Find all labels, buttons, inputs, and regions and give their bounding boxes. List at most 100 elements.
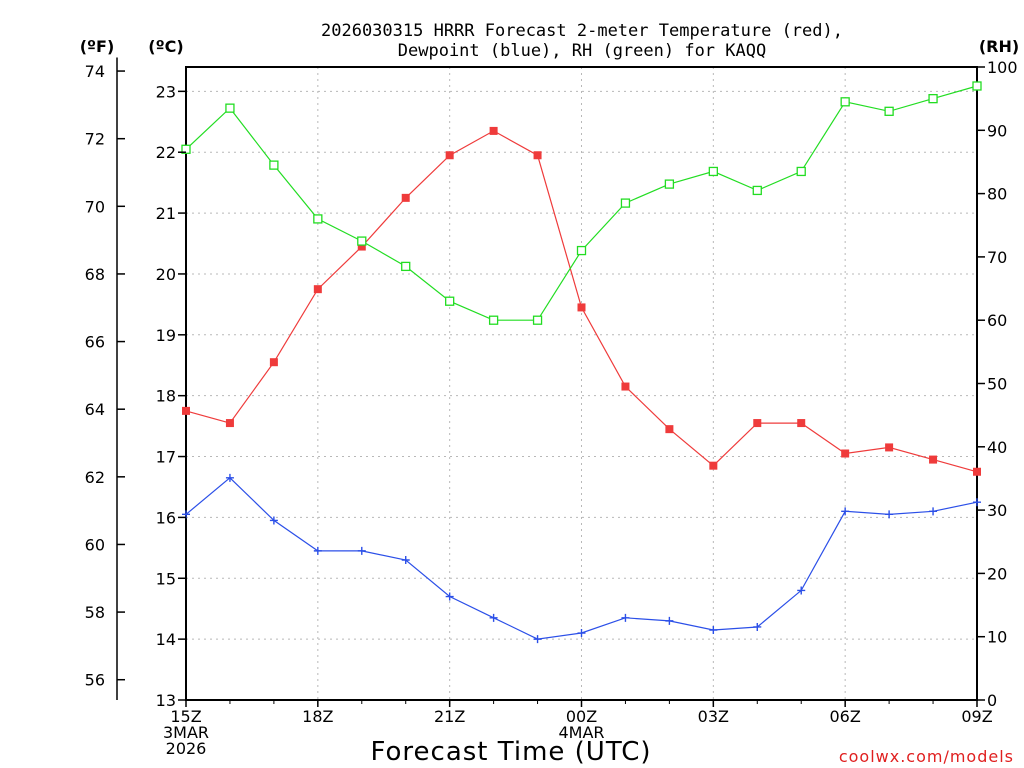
rh-point — [884, 106, 894, 116]
dewpoint-point — [533, 635, 542, 644]
x-tick-label: 3MAR — [163, 723, 209, 742]
temperature-point — [929, 455, 938, 464]
rh-point — [928, 94, 938, 104]
x-tick-label: 06Z — [830, 707, 861, 726]
fahrenheit-tick-label: 60 — [85, 535, 105, 554]
rh-point — [357, 236, 367, 246]
x-tick-label: 21Z — [434, 707, 465, 726]
rh-point — [840, 97, 850, 107]
rh-point — [752, 185, 762, 196]
dewpoint-point — [313, 546, 322, 555]
rh-tick-label: 80 — [987, 185, 1007, 204]
temperature-point — [182, 406, 190, 415]
x-tick-label: 4MAR — [558, 723, 604, 742]
chart-title-line2: Dewpoint (blue), RH (green) for KAQQ — [398, 41, 766, 61]
x-tick-label: 00Z — [566, 707, 597, 726]
dewpoint-point — [269, 516, 278, 525]
temperature-point — [665, 425, 674, 434]
fahrenheit-tick-label: 70 — [85, 197, 105, 216]
x-tick-label: 2026 — [166, 739, 207, 758]
fahrenheit-axis-label: (ºF) — [80, 37, 115, 56]
temperature-point — [577, 303, 586, 312]
dewpoint-point — [841, 507, 850, 516]
rh-point — [313, 214, 323, 224]
dewpoint-point — [489, 613, 498, 622]
temperature-point — [533, 151, 542, 160]
fahrenheit-tick-label: 58 — [85, 603, 105, 622]
celsius-tick-label: 13 — [156, 691, 176, 710]
temperature-point — [225, 419, 234, 428]
celsius-tick-label: 20 — [156, 265, 176, 284]
dewpoint-point — [357, 546, 366, 555]
rh-tick-label: 50 — [987, 375, 1007, 394]
rh-axis-label: (RH) — [979, 37, 1019, 56]
axes-layer: 13 14 15 16 17 18 19 20 21 22 23 56 58 60 62 64 66 68 70 72… — [85, 57, 1018, 758]
dewpoint-point — [665, 616, 674, 625]
temperature-point — [445, 151, 454, 160]
chart-title-line1: 2026030315 HRRR Forecast 2-meter Tempera… — [321, 21, 843, 41]
rh-point — [225, 103, 235, 113]
celsius-tick-label: 15 — [156, 569, 176, 588]
x-tick-label: 18Z — [302, 707, 333, 726]
fahrenheit-tick-label: 56 — [85, 671, 105, 690]
watermark: coolwx.com/models — [839, 747, 1014, 766]
temperature-point — [753, 419, 762, 428]
celsius-tick-label: 23 — [156, 82, 176, 101]
temperature-point — [973, 467, 981, 476]
dewpoint-point — [973, 498, 981, 507]
temperature-point — [401, 193, 410, 202]
rh-point — [972, 81, 982, 91]
dewpoint-point — [797, 586, 806, 595]
rh-point — [445, 296, 455, 306]
temperature-point — [489, 126, 498, 135]
plot-frame — [185, 66, 978, 701]
celsius-tick-label: 18 — [156, 387, 176, 406]
fahrenheit-tick-label: 62 — [85, 468, 105, 487]
x-axis-title: Forecast Time (UTC) — [370, 737, 651, 767]
rh-tick-label: 40 — [987, 438, 1007, 457]
rh-tick-label: 20 — [987, 564, 1007, 583]
celsius-tick-label: 19 — [156, 326, 176, 345]
fahrenheit-tick-label: 64 — [85, 400, 105, 419]
rh-point — [620, 198, 631, 208]
dewpoint-point — [885, 510, 894, 519]
dewpoint-point — [621, 613, 630, 622]
rh-tick-label: 60 — [987, 311, 1007, 330]
rh-tick-label: 10 — [987, 628, 1007, 647]
series-layer — [181, 81, 982, 644]
temperature-point — [841, 449, 850, 458]
rh-point — [708, 166, 718, 177]
x-tick-label: 15Z — [170, 707, 201, 726]
celsius-tick-label: 22 — [156, 143, 176, 162]
dewpoint-point — [401, 556, 410, 565]
temperature-point — [797, 419, 806, 428]
dewpoint-point — [753, 622, 762, 631]
celsius-axis-label: (ºC) — [148, 37, 183, 56]
rh-tick-label: 90 — [987, 121, 1007, 140]
celsius-tick-label: 21 — [156, 204, 176, 223]
celsius-tick-label: 17 — [156, 448, 176, 467]
rh-point — [796, 166, 806, 177]
rh-tick-label: 70 — [987, 248, 1007, 267]
temperature-point — [269, 358, 278, 367]
celsius-tick-label: 16 — [156, 508, 176, 527]
x-tick-label: 09Z — [961, 707, 992, 726]
temperature-point — [621, 382, 630, 391]
fahrenheit-tick-label: 66 — [85, 333, 105, 352]
temperature-point — [709, 461, 718, 470]
dewpoint-point — [929, 507, 938, 516]
gridlines — [186, 67, 977, 700]
rh-point — [488, 315, 499, 325]
rh-point — [401, 261, 411, 272]
rh-tick-label: 100 — [987, 58, 1018, 77]
temperature-point — [885, 443, 894, 452]
celsius-tick-label: 14 — [156, 630, 176, 649]
fahrenheit-tick-label: 74 — [85, 62, 105, 81]
rh-point — [576, 245, 587, 256]
dewpoint-point — [445, 592, 454, 601]
fahrenheit-tick-label: 72 — [85, 130, 105, 149]
rh-tick-label: 0 — [987, 691, 997, 710]
dewpoint-point — [709, 626, 718, 635]
rh-point — [181, 144, 191, 154]
